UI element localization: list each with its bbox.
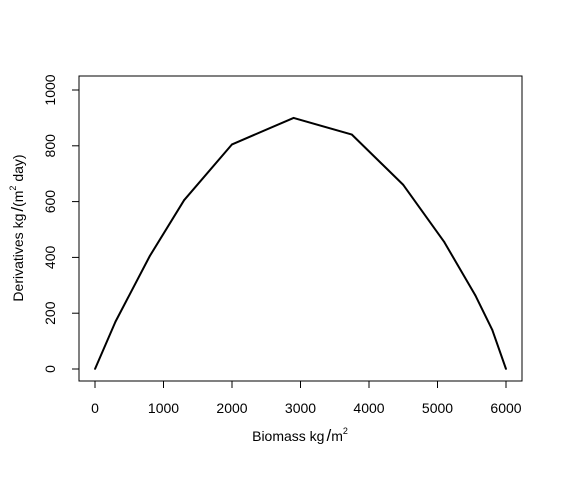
data-point bbox=[474, 294, 477, 296]
x-tick-label: 1000 bbox=[148, 400, 179, 416]
x-tick-label: 5000 bbox=[422, 400, 453, 416]
data-point bbox=[491, 329, 494, 331]
x-axis: 0 1000 2000 3000 4000 5000 6000 bbox=[91, 380, 522, 416]
x-tick-label: 4000 bbox=[353, 400, 384, 416]
data-point bbox=[505, 368, 507, 370]
y-tick-label: 0 bbox=[42, 365, 58, 373]
data-point bbox=[148, 255, 151, 257]
data-point bbox=[183, 199, 185, 202]
x-tick-label: 0 bbox=[91, 400, 99, 416]
plot-frame bbox=[78, 75, 523, 382]
data-point bbox=[443, 241, 446, 243]
series-line bbox=[94, 116, 507, 370]
x-axis-label: Biomass kg/m2 bbox=[252, 426, 348, 445]
data-point bbox=[402, 183, 405, 186]
y-tick-label: 1000 bbox=[42, 74, 58, 105]
data-point bbox=[350, 133, 353, 136]
y-tick-label: 800 bbox=[42, 134, 58, 158]
y-axis: 0 200 400 600 800 1000 bbox=[42, 74, 80, 373]
y-axis-label: Derivatives kg/(m2 day) bbox=[8, 154, 27, 301]
series-layer bbox=[94, 116, 507, 370]
data-point bbox=[292, 117, 295, 119]
data-point bbox=[94, 368, 96, 370]
data-point bbox=[231, 143, 233, 146]
data-point bbox=[114, 320, 117, 323]
x-tick-label: 2000 bbox=[216, 400, 247, 416]
y-tick-label: 600 bbox=[42, 190, 58, 214]
x-tick-label: 3000 bbox=[285, 400, 316, 416]
y-tick-label: 200 bbox=[42, 301, 58, 325]
x-tick-label: 6000 bbox=[490, 400, 521, 416]
y-tick-label: 400 bbox=[42, 246, 58, 270]
